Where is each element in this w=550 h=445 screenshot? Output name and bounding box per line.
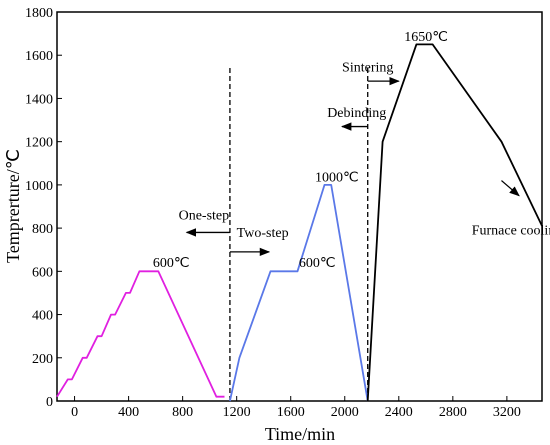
x-tick-label: 400	[118, 405, 139, 420]
x-tick-label: 2800	[439, 405, 467, 420]
y-tick-label: 600	[32, 265, 53, 280]
y-tick-label: 1600	[25, 49, 53, 64]
series-line	[56, 270, 225, 398]
y-tick-label: 400	[32, 309, 53, 324]
x-tick-label: 3200	[493, 405, 521, 420]
y-tick-label: 1400	[25, 92, 53, 107]
annotation-label: 600℃	[299, 256, 336, 271]
y-tick-label: 1000	[25, 179, 53, 194]
x-axis-title: Time/min	[265, 424, 335, 444]
x-tick-label: 1200	[223, 405, 251, 420]
annotation-label: Furnace cooling	[472, 224, 550, 239]
x-tick-label: 800	[172, 405, 193, 420]
plot-frame	[56, 11, 543, 402]
y-axis-title: Temprerture/℃	[3, 149, 23, 263]
annotation-arrow	[501, 180, 520, 197]
series-line	[229, 183, 369, 402]
series-line	[366, 43, 543, 402]
annotations: One-step Two-step 600℃ 600℃ 1000℃ 1650℃ Debind…	[153, 30, 550, 271]
x-tick-label: 2000	[331, 405, 359, 420]
annotation-label: Sintering	[342, 60, 393, 75]
y-tick-label: 1800	[25, 6, 53, 21]
series-lines	[56, 43, 543, 402]
annotation-label: One-step	[179, 208, 230, 223]
annotation-label: Two-step	[237, 226, 289, 241]
y-tick-label: 200	[32, 352, 53, 367]
x-tick-label: 0	[71, 405, 78, 420]
y-tick-label: 1200	[25, 136, 53, 151]
annotation-label: 1650℃	[404, 30, 448, 45]
y-tick-label: 0	[46, 395, 53, 410]
annotation-label: 600℃	[153, 256, 190, 271]
y-tick-label: 800	[32, 222, 53, 237]
annotation-label: Debinding	[327, 106, 386, 121]
x-tick-label: 2400	[385, 405, 413, 420]
annotation-arrows	[185, 76, 520, 257]
axis-ticks: 0 400 800 1200 1600 2000 2400 2800 3200 0 200 400 60…	[25, 6, 521, 420]
annotation-label: 1000℃	[315, 171, 359, 186]
x-tick-label: 1600	[277, 405, 305, 420]
